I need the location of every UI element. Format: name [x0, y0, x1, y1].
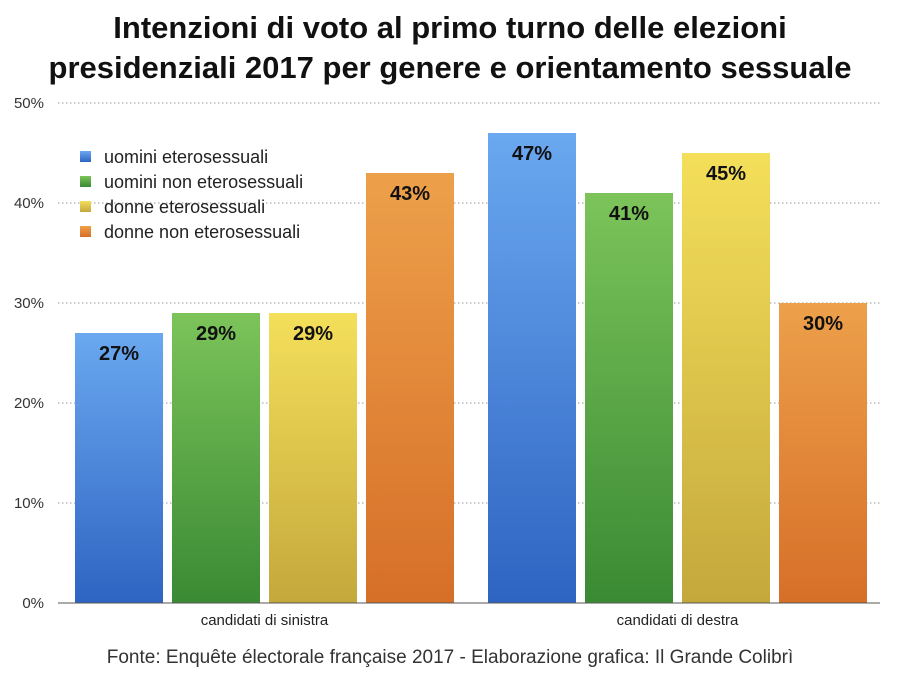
data-label: 47%	[512, 143, 552, 165]
legend-swatch	[80, 226, 91, 237]
y-tick-label: 30%	[14, 295, 44, 312]
bar	[269, 313, 357, 603]
y-tick-label: 0%	[22, 595, 44, 612]
bar	[75, 333, 163, 603]
legend-swatch	[80, 176, 91, 187]
axes: 0% 10% 20% 30% 40% 50% candidati di sinistra ca…	[14, 95, 880, 629]
data-label: 30%	[803, 313, 843, 335]
legend-label: donne non eterosessuali	[104, 222, 300, 242]
data-label: 43%	[390, 183, 430, 205]
bar	[488, 133, 576, 603]
data-label: 27%	[99, 343, 139, 365]
legend-swatch	[80, 151, 91, 162]
category-label: candidati di destra	[617, 612, 739, 629]
legend-label: donne eterosessuali	[104, 197, 265, 217]
y-tick-label: 50%	[14, 95, 44, 112]
bar	[172, 313, 260, 603]
data-label: 29%	[196, 323, 236, 345]
data-label: 29%	[293, 323, 333, 345]
legend: uomini eterosessuali uomini non eterosess…	[80, 147, 303, 242]
chart-title-line-1: Intenzioni di voto al primo turno delle …	[113, 10, 787, 45]
source-note: Fonte: Enquête électorale française 2017…	[106, 647, 794, 668]
data-labels: 27% 29% 29% 43% 47% 41% 45% 30%	[99, 143, 843, 365]
data-label: 41%	[609, 203, 649, 225]
chart-title: Intenzioni di voto al primo turno delle …	[0, 8, 900, 88]
bars	[75, 133, 867, 603]
legend-label: uomini eterosessuali	[104, 147, 268, 167]
legend-label: uomini non eterosessuali	[104, 172, 303, 192]
bar	[585, 193, 673, 603]
y-tick-label: 40%	[14, 195, 44, 212]
data-label: 45%	[706, 163, 746, 185]
bar	[366, 173, 454, 603]
chart-title-line-2: presidenziali 2017 per genere e orientam…	[48, 50, 852, 85]
legend-swatch	[80, 201, 91, 212]
category-label: candidati di sinistra	[201, 612, 329, 629]
bar	[682, 153, 770, 603]
y-tick-label: 10%	[14, 495, 44, 512]
y-tick-label: 20%	[14, 395, 44, 412]
bar	[779, 303, 867, 603]
